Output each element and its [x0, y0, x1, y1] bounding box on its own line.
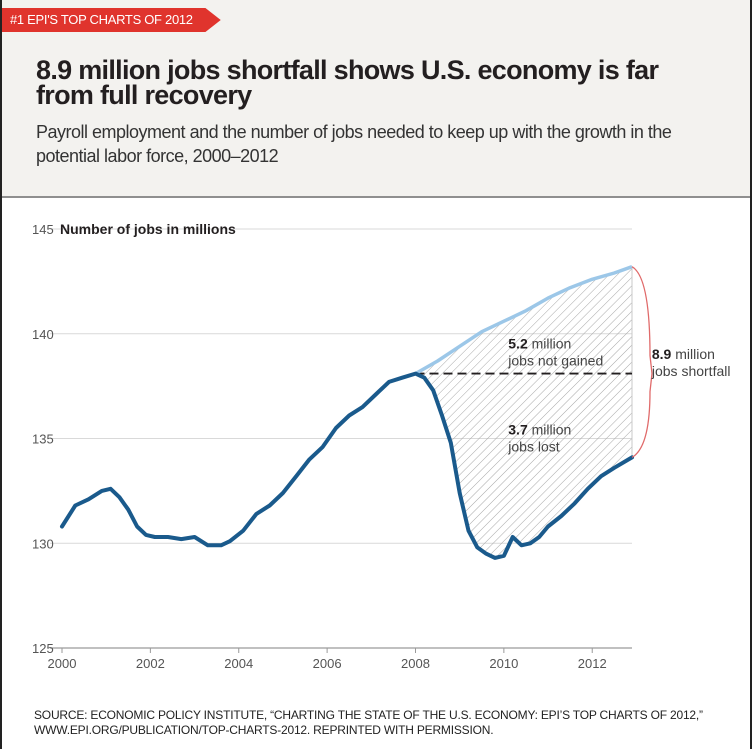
x-tick-label: 2008: [401, 656, 430, 671]
series-lines: [60, 265, 634, 560]
annotation-shortfall-line1: 8.9 million: [652, 346, 715, 362]
y-tick-label: 140: [32, 327, 54, 342]
annotation-lost-line2: jobs lost: [507, 438, 559, 454]
y-tick-label: 125: [32, 641, 54, 656]
y-axis-label: Number of jobs in millions: [60, 221, 236, 237]
annotation-not_gained-line2: jobs not gained: [507, 352, 603, 368]
source-note: SOURCE: ECONOMIC POLICY INSTITUTE, “CHAR…: [34, 708, 703, 737]
y-tick-label: 145: [32, 222, 54, 237]
needed-jobs-line: [414, 265, 633, 376]
top-charts-badge: #1 EPI'S TOP CHARTS OF 2012: [2, 8, 221, 32]
line-chart: 125 130 135 140 145 Number of jobs in million…: [32, 221, 731, 671]
x-tick-label: 2004: [224, 656, 253, 671]
x-tick-label: 2002: [136, 656, 165, 671]
x-tick-label: 2006: [313, 656, 342, 671]
annotation-lost-line1: 3.7 million: [508, 421, 571, 437]
payroll-line: [60, 371, 634, 560]
axis-ticks: 125 130 135 140 145 Number of jobs in million…: [32, 221, 607, 671]
y-tick-label: 130: [32, 536, 54, 551]
chart-subtitle: Payroll employment and the number of job…: [36, 122, 672, 166]
shortfall-hatch: [415, 266, 632, 558]
x-tick-label: 2000: [48, 656, 77, 671]
annotation-not_gained-line1: 5.2 million: [508, 335, 571, 351]
shortfall-bracket: [631, 266, 653, 458]
x-tick-label: 2012: [578, 656, 607, 671]
chart-title: 8.9 million jobs shortfall shows U.S. ec…: [36, 55, 659, 110]
x-tick-label: 2010: [489, 656, 518, 671]
y-tick-label: 135: [32, 432, 54, 447]
chart-header: #1 EPI'S TOP CHARTS OF 2012 8.9 million …: [2, 0, 750, 198]
annotation-shortfall-line2: jobs shortfall: [651, 363, 731, 379]
shortfall-area: [415, 266, 633, 558]
